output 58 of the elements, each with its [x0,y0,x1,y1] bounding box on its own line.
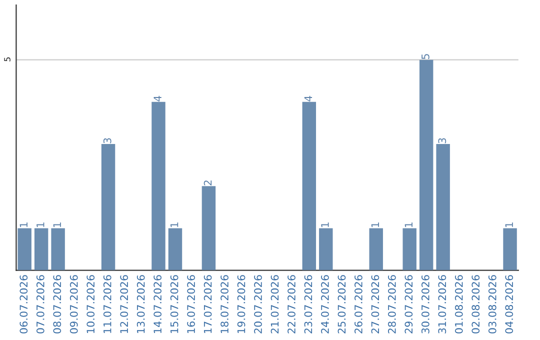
x-tick-label: 01.08.2026 [454,275,463,334]
x-tick-label: 06.07.2026 [20,275,28,334]
bar [369,228,383,270]
x-tick-label: 19.07.2026 [237,275,246,333]
data-label: 1 [20,222,28,228]
data-label: 1 [53,222,61,228]
data-label: 5 [422,54,430,60]
data-label: 3 [103,138,112,144]
x-tick-label: 23.07.2026 [304,275,312,334]
bar [152,102,166,270]
bar [402,228,416,270]
x-tick-label: 21.07.2026 [270,275,279,334]
x-tick-label: 24.07.2026 [321,275,329,334]
x-tick-label: 25.07.2026 [338,275,346,334]
data-label: 3 [438,138,446,144]
x-tick-label: 07.07.2026 [36,275,44,334]
data-label: 1 [170,222,178,228]
x-tick-label: 10.07.2026 [86,275,95,333]
data-label: 1 [505,222,513,228]
bar [419,60,434,270]
bar [168,228,182,270]
data-label: 2 [204,180,212,186]
x-tick-label: 30.07.2026 [421,275,430,334]
x-tick-label: 12.07.2026 [120,275,128,333]
x-tick-label: 27.07.2026 [371,275,380,334]
x-tick-label: 28.07.2026 [388,275,396,334]
x-tick-label: 11.07.2026 [103,275,112,333]
bar [101,144,116,270]
data-label: 4 [154,96,162,102]
bar [202,186,216,270]
bar [436,144,450,270]
data-label: 1 [371,222,379,228]
x-tick-label: 15.07.2026 [170,275,178,333]
x-tick-label: 16.07.2026 [187,275,195,333]
bar [319,228,333,270]
x-tick-label: 22.07.2026 [288,275,296,334]
x-tick-label: 14.07.2026 [154,275,162,333]
data-label: 1 [321,222,329,228]
x-tick-label: 18.07.2026 [220,275,228,333]
x-tick-label: 17.07.2026 [204,275,212,333]
x-tick-label: 09.07.2026 [70,275,78,334]
x-tick-label: 31.07.2026 [438,275,446,334]
x-tick-label: 20.07.2026 [254,275,262,334]
x-tick-label: 29.07.2026 [404,275,413,334]
data-label: 4 [304,96,312,102]
x-tick-label: 04.08.2026 [505,275,514,334]
bar [302,102,316,270]
data-label: 1 [404,222,412,228]
bar [503,228,517,270]
bar [18,228,32,270]
x-tick-label: 08.07.2026 [53,275,62,334]
x-tick-label: 13.07.2026 [136,275,145,333]
x-tick-label: 26.07.2026 [354,275,362,334]
x-tick-label: 03.08.2026 [488,275,496,334]
data-label: 1 [36,222,44,228]
x-tick-label: 02.08.2026 [472,275,480,334]
bar [51,228,65,270]
bar [34,228,48,270]
